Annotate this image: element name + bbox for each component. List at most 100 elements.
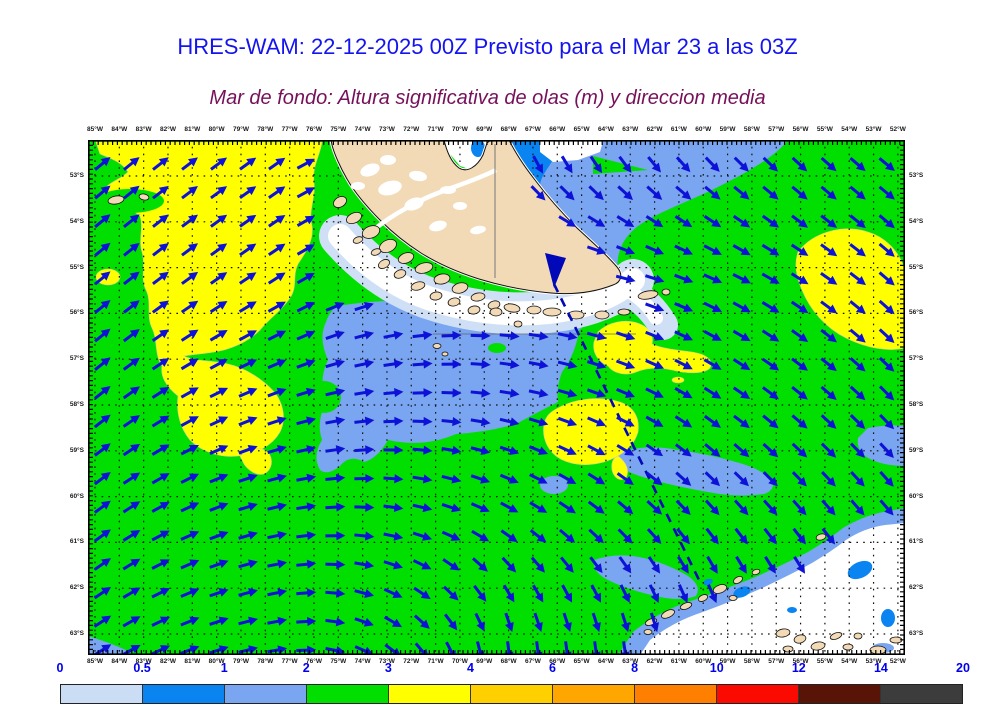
wave-arrow — [707, 584, 718, 604]
lon-label-bottom: 66°W — [549, 658, 566, 665]
sea-white-southeast — [640, 523, 905, 655]
wave-arrow — [470, 474, 491, 484]
lon-label-top: 71°W — [427, 126, 444, 133]
lon-label-bottom: 68°W — [500, 658, 517, 665]
wave-arrow — [470, 417, 491, 427]
wave-arrow — [354, 302, 374, 312]
wave-arrow — [820, 300, 838, 314]
wave-arrow — [675, 499, 691, 516]
wave-arrow — [821, 471, 836, 487]
wave-arrow — [238, 616, 258, 626]
lon-label-bottom: 59°W — [719, 658, 736, 665]
wave-arrow — [152, 185, 169, 200]
wave-arrow — [267, 330, 287, 341]
page-title: HRES-WAM: 22-12-2025 00Z Previsto para e… — [177, 34, 798, 59]
lat-label-left: 55°S — [69, 263, 84, 271]
wave-arrow — [615, 331, 636, 341]
wave-arrow — [209, 387, 229, 399]
wave-arrow — [879, 413, 895, 430]
wave-arrow — [761, 329, 780, 342]
island — [467, 305, 481, 315]
wave-arrow — [557, 360, 578, 370]
magellan-strait — [374, 167, 498, 230]
lat-label-right: 53°S — [909, 172, 924, 179]
wave-arrow — [878, 271, 895, 286]
colorbar-segment — [225, 685, 307, 703]
wave-arrow — [267, 473, 287, 483]
wave-arrow — [209, 502, 229, 512]
wave-arrow — [850, 470, 865, 487]
wave-arrow — [123, 185, 140, 200]
wave-arrow — [209, 530, 229, 541]
wave-arrow — [763, 527, 777, 545]
wave-arrow — [705, 527, 719, 545]
wave-arrow — [93, 586, 112, 600]
lat-label-left: 56°S — [69, 309, 84, 317]
wave-arrow — [878, 299, 895, 315]
wave-arrow — [123, 242, 140, 257]
wave-arrow — [675, 156, 691, 173]
wave-arrow — [383, 587, 403, 599]
wave-arrow — [94, 185, 111, 200]
wave-arrow — [733, 499, 749, 516]
colorbar-segment — [389, 685, 471, 703]
wave-arrow — [615, 245, 636, 255]
wave-arrow — [618, 155, 632, 173]
wave-arrow — [325, 330, 345, 340]
wave-arrow — [648, 584, 660, 603]
lat-label-left: 59°S — [69, 446, 84, 454]
wave-arrow — [296, 416, 316, 426]
island — [441, 351, 449, 357]
wave-arrow — [180, 444, 199, 456]
lon-label-bottom: 61°W — [670, 658, 687, 665]
wave-arrow — [791, 156, 808, 172]
wave-arrow — [703, 386, 722, 399]
lon-label-top: 60°W — [695, 126, 712, 133]
lon-label-top: 57°W — [768, 126, 785, 133]
wave-arrow — [791, 442, 808, 458]
wave-arrow — [180, 616, 200, 627]
lon-label-top: 54°W — [841, 126, 858, 133]
island — [728, 595, 738, 601]
wave-arrow — [790, 329, 809, 342]
wave-arrow — [849, 442, 865, 458]
wave-arrow — [267, 416, 287, 426]
colorbar-tick-label: 20 — [956, 661, 970, 675]
wave-arrow — [586, 245, 607, 255]
track-dashed-line — [552, 283, 702, 583]
wave-arrow — [616, 387, 636, 398]
wave-arrow — [703, 330, 722, 341]
lon-label-bottom: 83°W — [135, 658, 152, 665]
wave-arrow — [878, 242, 895, 257]
lon-label-top: 69°W — [476, 126, 493, 133]
wave-arrow — [646, 500, 663, 515]
island — [393, 269, 407, 279]
wave-arrow — [383, 502, 404, 513]
lon-label-top: 53°W — [865, 126, 882, 133]
island — [378, 259, 390, 269]
wave-arrow — [325, 473, 346, 483]
wave-arrow — [122, 415, 141, 428]
wave-arrow — [181, 243, 199, 257]
colorbar-segment — [553, 685, 635, 703]
lon-label-bottom: 85°W — [87, 658, 103, 665]
wave-arrow — [383, 445, 404, 455]
wave-arrow — [761, 357, 780, 371]
wave-arrow — [499, 473, 519, 484]
colorbar-segment — [717, 685, 799, 703]
wave-arrow — [791, 414, 808, 429]
colorbar-tick-label: 1 — [220, 661, 228, 675]
wave-arrow — [615, 359, 636, 370]
wave-arrow — [325, 588, 346, 598]
wave-arrow — [528, 417, 549, 427]
wave-arrow — [238, 530, 258, 540]
lon-label-bottom: 80°W — [208, 658, 225, 665]
lon-label-top: 59°W — [719, 126, 736, 133]
wave-arrow — [296, 215, 315, 227]
wave-arrow — [644, 274, 665, 284]
wave-arrow — [122, 616, 141, 628]
wave-arrow — [180, 300, 199, 314]
lat-label-left: 57°S — [69, 355, 84, 363]
wave-arrow — [296, 301, 316, 313]
